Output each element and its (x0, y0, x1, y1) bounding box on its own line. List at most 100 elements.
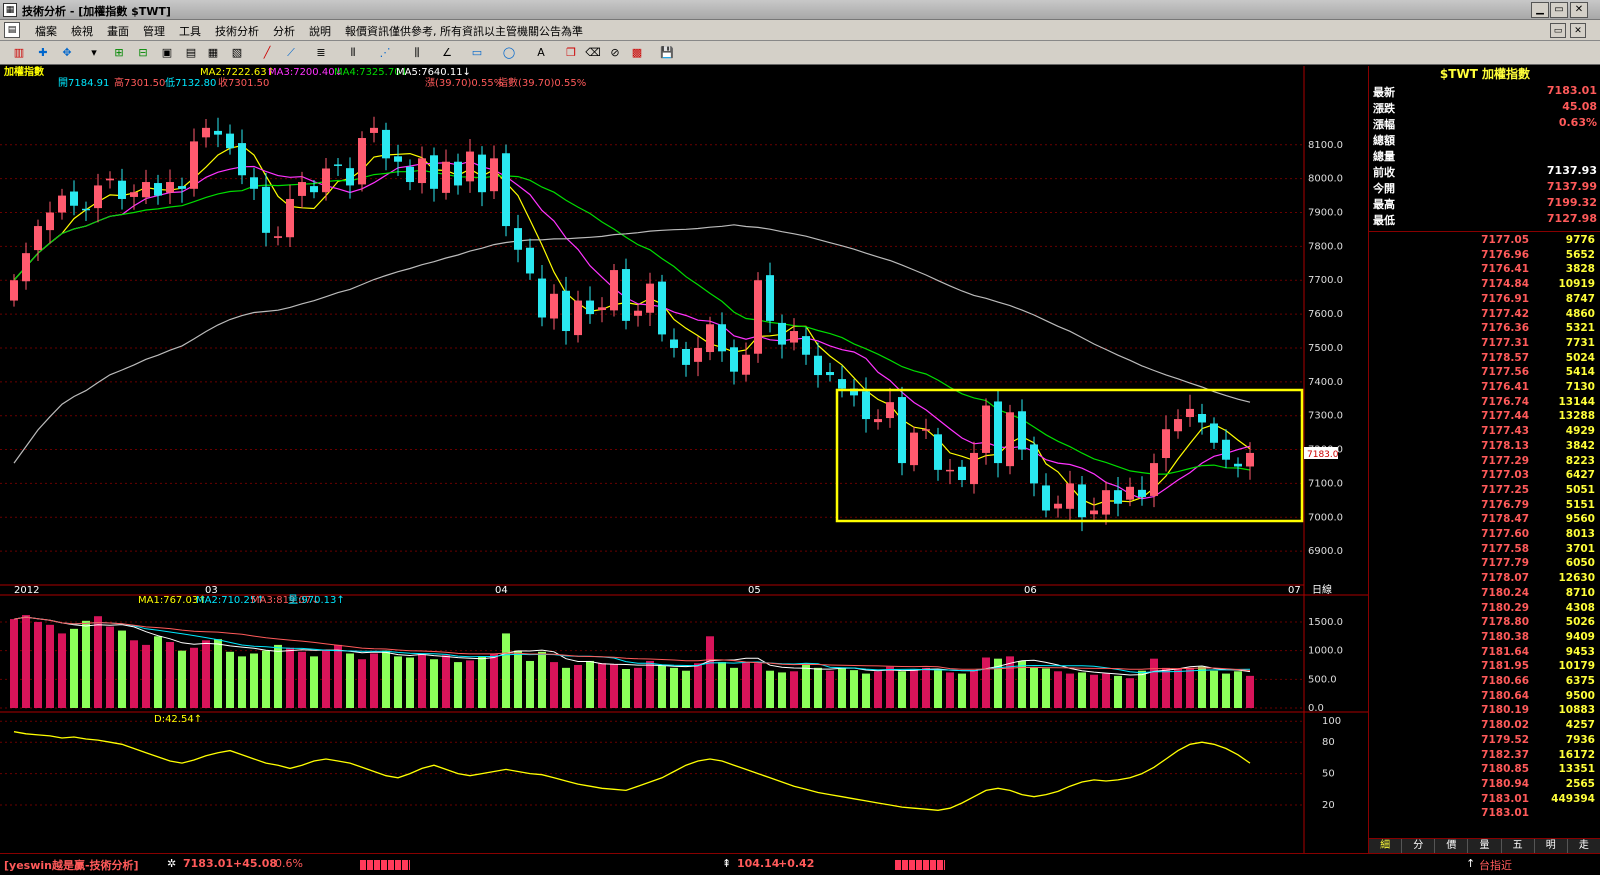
candle-body (646, 283, 654, 313)
volume-bar (742, 662, 750, 708)
volume-bar (538, 651, 546, 708)
copy-icon[interactable]: ❐ (566, 46, 576, 59)
split-icon[interactable]: ▦ (207, 46, 219, 59)
tick-volume: 5051 (1565, 483, 1595, 496)
save-icon[interactable]: 💾 (660, 46, 674, 59)
volume-bar (154, 636, 162, 708)
parallel-lines-icon[interactable]: ⦀ (350, 46, 356, 59)
candle-body (490, 158, 498, 192)
candle-body (742, 354, 750, 375)
settings-icon[interactable]: ✲ (167, 857, 177, 870)
volume-bar (922, 667, 930, 708)
tick-price: 7177.29 (1481, 454, 1529, 467)
ellipse-icon[interactable]: ◯ (502, 46, 516, 59)
side-tab[interactable]: 走 (1568, 839, 1600, 853)
menu-screen[interactable]: 畫面 (107, 25, 129, 38)
quote-row: 總額 (1369, 132, 1600, 147)
candle-body (982, 405, 990, 453)
clear-icon[interactable]: ⊘ (610, 46, 620, 59)
price-tick-label: 7500.0 (1308, 343, 1343, 354)
candle-body (178, 186, 186, 189)
rectangle-icon[interactable]: ▭ (471, 46, 483, 59)
quote-row: 漲幅 0.63% (1369, 116, 1600, 131)
mdi-restore-button[interactable]: ▭ (1550, 23, 1566, 38)
volume-bar (718, 662, 726, 708)
candle-body (1222, 439, 1230, 460)
tick-price: 7178.13 (1481, 439, 1529, 452)
fan-lines-icon[interactable]: ⋰ (379, 46, 391, 59)
angle-icon[interactable]: ∠ (442, 46, 452, 59)
fibonacci-icon[interactable]: ≣ (316, 46, 326, 59)
menu-technical-analysis[interactable]: 技術分析 (215, 25, 259, 38)
volume-bar (142, 644, 150, 708)
tick-row: 7177.03 6427 (1369, 469, 1600, 484)
mdi-close-button[interactable]: ✕ (1570, 23, 1586, 38)
menu-analysis[interactable]: 分析 (273, 25, 295, 38)
panel-icon[interactable]: ▧ (231, 46, 243, 59)
tick-price: 7180.19 (1481, 704, 1529, 717)
candle-body (910, 432, 918, 466)
vol-ma3-label: MA3:819.07↓ (251, 595, 320, 606)
color-palette-icon[interactable]: ▩ (631, 46, 643, 59)
side-tab[interactable]: 量 (1468, 839, 1502, 853)
document-icon: ▤ (4, 22, 20, 38)
side-tab[interactable]: 價 (1435, 839, 1469, 853)
candle-body (262, 186, 270, 233)
tick-price: 7183.01 (1481, 807, 1529, 820)
quote-header: $TWT 加權指數 (1439, 67, 1531, 81)
window-icon[interactable]: ▣ (161, 46, 173, 59)
candle-chart-icon[interactable]: ▥ (13, 46, 25, 59)
tick-price: 7180.94 (1481, 777, 1529, 790)
candle-body (682, 348, 690, 365)
futures-label[interactable]: 台指近 (1479, 859, 1512, 872)
tick-row: 7176.91 8747 (1369, 293, 1600, 308)
ma3-line (13, 160, 1251, 500)
minimize-button[interactable]: ▁ (1531, 2, 1549, 18)
ma5-line (13, 224, 1251, 464)
candle-body (718, 324, 726, 352)
period-dropdown-icon[interactable]: ▾ (91, 46, 97, 59)
volume-bar (406, 657, 414, 708)
title-bar: ▦ 技術分析 - [加權指數 $TWT] ▁ ▭ ✕ (0, 0, 1600, 20)
side-tab[interactable]: 分 (1402, 839, 1436, 853)
trend-line-icon[interactable]: ⟋ (287, 46, 295, 59)
candle-body (898, 397, 906, 464)
menu-view[interactable]: 檢視 (71, 25, 93, 38)
eraser-icon[interactable]: ⌫ (585, 46, 601, 59)
tick-price: 7180.85 (1481, 763, 1529, 776)
tick-row: 7178.80 5026 (1369, 616, 1600, 631)
quote-value: 45.08 (1562, 100, 1597, 113)
zoom-out-icon[interactable]: ⊟ (138, 46, 148, 59)
menu-bar: ▤ 檔案 檢視 畫面 管理 工具 技術分析 分析 說明 報價資訊僅供參考, 所有… (0, 20, 1600, 41)
tick-row: 7177.43 4929 (1369, 425, 1600, 440)
price-tick-label: 7400.0 (1308, 377, 1343, 388)
zoom-in-icon[interactable]: ⊞ (114, 46, 124, 59)
side-tab[interactable]: 明 (1535, 839, 1568, 853)
volume-bar (1054, 671, 1062, 708)
channel-icon[interactable]: ⫼ (414, 46, 420, 59)
text-icon[interactable]: A (537, 46, 545, 59)
tick-volume: 3701 (1565, 542, 1595, 555)
maximize-button[interactable]: ▭ (1550, 2, 1568, 18)
menu-help[interactable]: 說明 (309, 25, 331, 38)
window-title: 技術分析 - [加權指數 $TWT] (22, 5, 171, 18)
volume-tick-label: 0.0 (1308, 703, 1324, 714)
side-tab[interactable]: 細 (1369, 839, 1403, 853)
tick-price: 7176.74 (1481, 395, 1529, 408)
crosshair-icon[interactable]: ✚ (38, 46, 48, 59)
move-icon[interactable]: ✥ (62, 46, 72, 59)
tick-price: 7177.03 (1481, 469, 1529, 482)
technical-chart[interactable]: 8100.0 8000.0 7900.0 7800.0 7700.0 7600.0 7500… (0, 66, 1368, 853)
volume-tick-label: 500.0 (1308, 674, 1337, 685)
menu-tools[interactable]: 工具 (179, 25, 201, 38)
volume-bar (1030, 667, 1038, 708)
side-tab[interactable]: 五 (1502, 839, 1535, 853)
candle-body (418, 158, 426, 184)
menu-manage[interactable]: 管理 (143, 25, 165, 38)
draw-line-icon[interactable]: ╱ (263, 46, 271, 59)
close-button[interactable]: ✕ (1570, 2, 1588, 18)
status-bar: [yeswin越是贏-技術分析] ✲ 7183.01 +45.08 0.6% ⇞… (0, 853, 1600, 875)
tick-volume: 9500 (1565, 689, 1595, 702)
menu-file[interactable]: 檔案 (35, 25, 57, 38)
layout-icon[interactable]: ▤ (185, 46, 197, 59)
